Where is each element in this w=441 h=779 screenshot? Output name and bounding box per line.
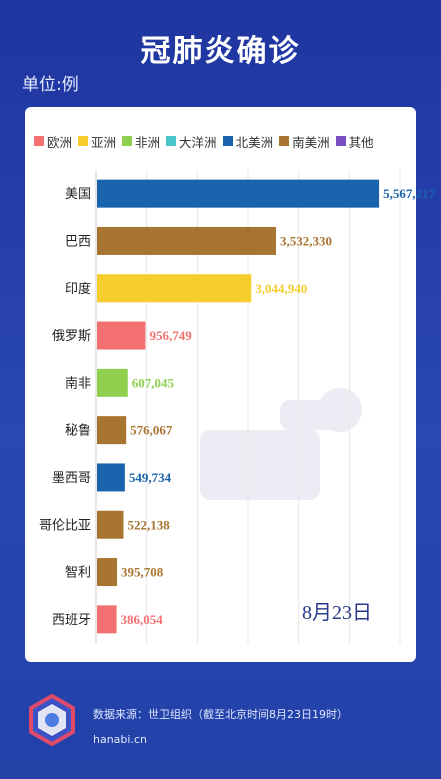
data-label: 956,749: [149, 328, 192, 343]
legend-item-north-america: 北美洲: [222, 132, 274, 151]
bar: [97, 510, 124, 539]
bar: [97, 463, 125, 492]
data-label: 522,138: [127, 517, 170, 532]
category-label: 智利: [65, 566, 91, 581]
legend-swatch: [34, 136, 44, 146]
data-label: 3,044,940: [255, 281, 307, 296]
legend-swatch: [166, 136, 177, 146]
category-label: 西班牙: [52, 613, 91, 628]
category-label: 俄罗斯: [52, 329, 91, 344]
data-label: 576,067: [130, 423, 173, 438]
category-label: 南非: [65, 375, 91, 391]
date-annotation: 8月23日: [302, 602, 372, 624]
legend-label: 非洲: [135, 134, 161, 150]
legend-item-south-america: 南美洲: [279, 132, 330, 151]
legend-swatch: [279, 136, 290, 146]
data-label: 607,045: [132, 375, 175, 390]
bar: [97, 179, 380, 208]
data-label: 549,734: [129, 470, 172, 485]
unit-label: 单位:例: [22, 75, 79, 95]
data-label: 3,532,330: [280, 233, 332, 248]
data-label: 395,708: [121, 565, 164, 580]
category-label: 秘鲁: [65, 424, 91, 439]
watermark-icon: [200, 388, 362, 500]
chart-legend: 欧洲 亚洲 非洲 大洋洲 北美洲 南美洲 其他: [34, 131, 414, 151]
legend-item-africa: 非洲: [122, 132, 160, 151]
legend-swatch: [222, 136, 233, 146]
bar: [97, 605, 117, 634]
category-label: 巴西: [65, 234, 91, 249]
legend-item-oceania: 大洋洲: [166, 132, 217, 151]
legend-item-other: 其他: [335, 132, 374, 151]
legend-label: 亚洲: [91, 134, 117, 150]
legend-label: 北美洲: [235, 134, 274, 150]
category-label: 哥伦比亚: [39, 518, 91, 533]
bar: [97, 368, 128, 397]
data-label: 386,054: [121, 612, 164, 627]
legend-item-europe: 欧洲: [34, 132, 72, 151]
page-title: 冠肺炎确诊: [140, 34, 301, 69]
data-label: 5,567,217: [383, 186, 436, 201]
legend-label: 南美洲: [292, 134, 330, 150]
legend-label: 欧洲: [47, 134, 73, 150]
category-label: 墨西哥: [52, 471, 91, 486]
site-label: hanabi.cn: [93, 733, 147, 746]
category-label: 美国: [65, 187, 91, 202]
logo-icon: [29, 694, 75, 746]
bar: [97, 558, 118, 587]
legend-swatch: [122, 136, 133, 146]
legend-swatch: [78, 136, 89, 146]
legend-item-asia: 亚洲: [78, 132, 116, 151]
legend-swatch: [335, 136, 346, 146]
bar: [97, 321, 146, 350]
legend-label: 大洋洲: [179, 134, 217, 150]
category-label: 印度: [65, 281, 91, 297]
bar: [97, 274, 252, 303]
data-source: 数据来源：世卫组织（截至北京时间8月23日19时）: [93, 708, 348, 721]
legend-label: 其他: [348, 134, 374, 150]
bar: [97, 416, 127, 445]
bar: [97, 226, 276, 255]
